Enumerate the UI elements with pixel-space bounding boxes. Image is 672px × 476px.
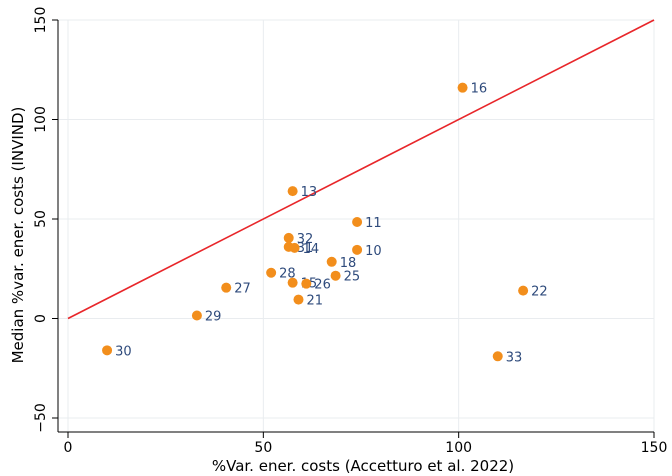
data-point-label: 30: [115, 344, 132, 359]
data-point: [330, 270, 341, 281]
x-axis-title: %Var. ener. costs (Accetturo et al. 2022…: [212, 457, 514, 475]
x-tick-label: 150: [641, 440, 668, 456]
y-tick-label: 50: [33, 210, 49, 228]
data-point: [266, 267, 277, 278]
data-point-label: 25: [344, 270, 361, 285]
data-points: 161311323114101828251526272221293033: [102, 82, 548, 365]
data-point-label: 16: [471, 82, 488, 97]
data-point-label: 29: [205, 310, 222, 325]
data-point-label: 18: [340, 256, 357, 271]
x-tick-label: 0: [64, 440, 73, 456]
data-point-label: 13: [301, 185, 318, 200]
reference-line-45deg: [67, 19, 655, 320]
ticks: −50 0 50 100 150 0 50 100 150: [33, 7, 667, 456]
data-point-label: 11: [365, 216, 382, 231]
data-point-label: 22: [531, 285, 548, 300]
data-point: [352, 216, 363, 227]
data-point: [191, 310, 202, 321]
x-tick-label: 50: [254, 440, 272, 456]
data-point: [301, 278, 312, 289]
data-point: [289, 242, 300, 253]
x-tick-label: 100: [445, 440, 472, 456]
y-tick-label: 100: [33, 106, 49, 133]
data-point-label: 33: [506, 350, 523, 365]
data-point-label: 21: [306, 294, 323, 309]
y-tick-label: 150: [33, 7, 49, 34]
data-point: [457, 82, 468, 93]
data-point: [293, 294, 304, 305]
data-point-label: 32: [297, 232, 314, 247]
axes: [57, 20, 654, 433]
data-point: [352, 244, 363, 255]
data-point: [287, 186, 298, 197]
data-point: [221, 282, 232, 293]
data-point-label: 26: [314, 278, 331, 293]
data-point: [492, 351, 503, 362]
data-point-label: 10: [365, 244, 382, 259]
data-point-label: 31: [297, 241, 314, 256]
data-point: [326, 256, 337, 267]
y-tick-label: 0: [33, 314, 49, 323]
data-point: [518, 285, 529, 296]
data-point-label: 27: [234, 282, 251, 297]
y-tick-label: −50: [33, 403, 49, 433]
data-point: [102, 345, 113, 356]
data-point: [287, 277, 298, 288]
data-point-label: 14: [303, 242, 320, 257]
grid: [58, 19, 655, 432]
data-point: [283, 232, 294, 243]
y-axis-title: Median %var. ener. costs (INVIND): [9, 107, 27, 364]
